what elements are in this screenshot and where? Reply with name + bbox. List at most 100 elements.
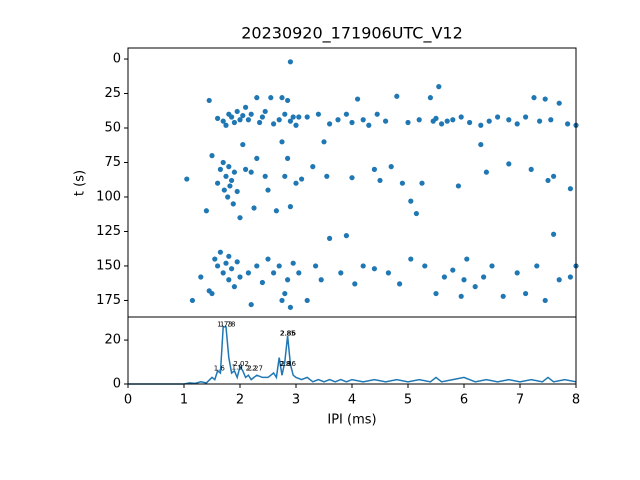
annotation: 2.86	[280, 329, 296, 337]
x-tick-label: 0	[124, 393, 132, 408]
point	[486, 118, 492, 124]
point	[408, 256, 414, 262]
point	[551, 173, 557, 179]
point	[327, 235, 333, 241]
point	[209, 290, 215, 297]
point	[483, 169, 489, 175]
point	[324, 173, 330, 179]
chart-title: 20230920_171906UTC_V12	[241, 24, 463, 44]
point	[262, 108, 268, 115]
point	[338, 270, 344, 276]
point	[296, 270, 302, 276]
point	[343, 233, 349, 239]
point	[226, 277, 232, 283]
point	[226, 164, 232, 170]
point	[248, 111, 254, 117]
point	[413, 210, 419, 217]
point	[366, 122, 372, 128]
point	[534, 263, 540, 269]
x-tick-label: 3	[292, 393, 300, 408]
point	[220, 118, 226, 124]
annotation: 1.9	[232, 364, 243, 372]
point	[327, 121, 333, 127]
point	[254, 95, 260, 101]
point	[304, 297, 310, 304]
point	[237, 215, 243, 221]
x-axis-label: IPI (ms)	[327, 413, 376, 428]
point	[506, 117, 512, 123]
point	[377, 177, 383, 184]
point	[240, 141, 246, 148]
point	[276, 263, 282, 269]
point	[436, 84, 442, 90]
x-tick-label: 2	[236, 393, 244, 408]
point	[287, 59, 293, 65]
point	[461, 277, 467, 283]
point	[514, 121, 520, 127]
point	[399, 180, 405, 186]
point	[237, 274, 243, 280]
point	[422, 263, 428, 269]
point	[215, 180, 221, 186]
x-tick-label: 4	[348, 393, 356, 408]
point	[455, 183, 461, 189]
point	[282, 290, 288, 297]
point	[321, 139, 327, 145]
y-tick-label: 50	[104, 121, 121, 136]
point	[279, 139, 285, 145]
y-tick-label: 0	[113, 52, 121, 67]
point	[287, 204, 293, 210]
point	[282, 173, 288, 179]
point	[293, 122, 299, 128]
point	[299, 176, 305, 182]
annotation: 2.8	[279, 360, 290, 368]
point	[215, 115, 221, 121]
point	[349, 119, 355, 126]
x-tick-label: 1	[180, 393, 188, 408]
point	[220, 159, 226, 166]
point	[254, 155, 260, 161]
point	[265, 187, 271, 193]
x-tick-label: 5	[404, 393, 412, 408]
point	[489, 263, 495, 269]
point	[257, 119, 263, 126]
point	[542, 96, 548, 102]
point	[231, 169, 237, 175]
point	[450, 117, 456, 123]
point	[458, 114, 464, 120]
point	[500, 293, 506, 299]
annotation: 2.85	[280, 329, 296, 337]
y-axis-label: t (s)	[73, 170, 88, 196]
line	[128, 326, 577, 385]
annotation: 2.86	[280, 360, 296, 368]
annotation: 2.2	[246, 365, 257, 373]
y-tick-label: 150	[96, 258, 121, 273]
point	[408, 198, 414, 204]
point	[405, 119, 411, 126]
point	[189, 297, 195, 304]
point	[304, 114, 310, 120]
point	[310, 164, 316, 170]
point	[352, 281, 358, 287]
point	[223, 122, 229, 128]
point	[478, 141, 484, 148]
annotation: 2.02	[233, 360, 249, 368]
point	[567, 274, 574, 280]
point	[528, 166, 534, 172]
point	[209, 153, 215, 159]
point	[234, 259, 240, 265]
point	[285, 277, 291, 283]
point	[542, 297, 548, 304]
point	[371, 266, 377, 272]
y-tick-label: 25	[104, 86, 121, 101]
point	[262, 173, 268, 179]
point	[458, 293, 464, 299]
point	[355, 96, 361, 102]
point	[243, 166, 249, 172]
point	[285, 97, 291, 104]
point	[383, 118, 389, 124]
point	[254, 263, 260, 269]
point	[285, 155, 291, 161]
point	[290, 114, 296, 120]
